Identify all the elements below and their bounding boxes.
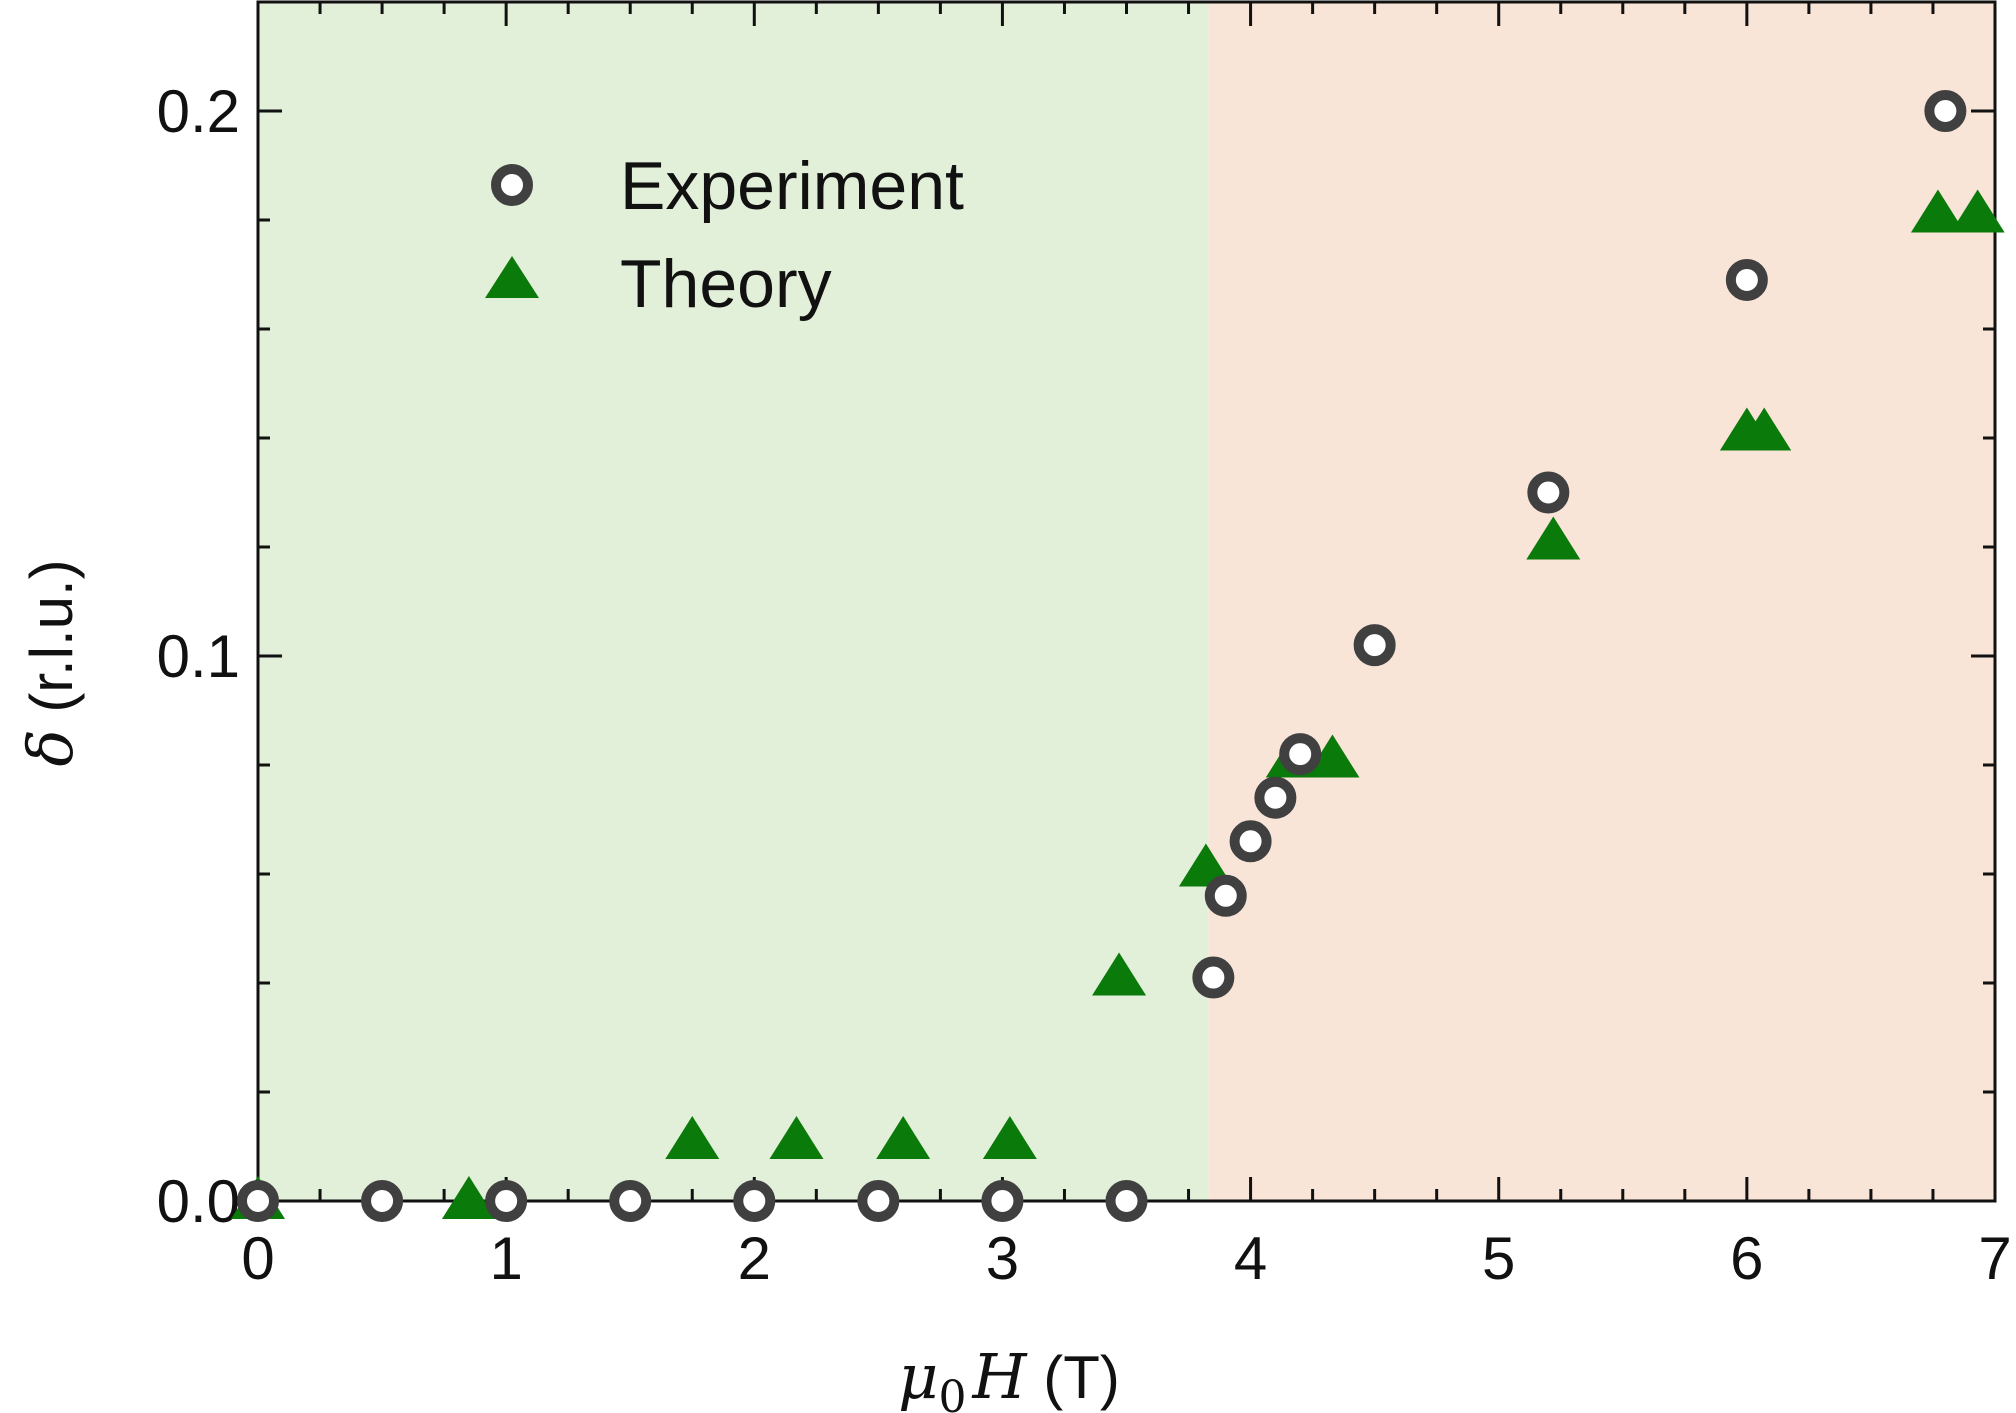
legend-theory-marker bbox=[485, 256, 539, 298]
experiment-point bbox=[1527, 471, 1570, 514]
x-axis-unit: (T) bbox=[1027, 1344, 1120, 1411]
theory-point bbox=[1526, 516, 1581, 560]
region-0 bbox=[258, 2, 1209, 1201]
theory-point bbox=[1092, 952, 1147, 996]
x-tick-label: 6 bbox=[1730, 1225, 1763, 1292]
experiment-point bbox=[1229, 820, 1272, 863]
y-tick-label: 0.1 bbox=[157, 623, 240, 690]
experiment-point bbox=[1254, 776, 1297, 819]
y-tick-label: 0.2 bbox=[157, 78, 240, 145]
theory-point bbox=[1737, 407, 1792, 451]
experiment-point bbox=[1725, 258, 1768, 301]
theory-point bbox=[1950, 189, 2005, 233]
y-axis-unit: (r.l.u.) bbox=[18, 559, 85, 729]
x-axis-symbol: μ bbox=[898, 1340, 938, 1413]
x-ticks: 0 1 2 3 4 5 6 7 bbox=[241, 2, 2012, 1292]
experiment-point bbox=[1353, 624, 1396, 667]
theory-point bbox=[982, 1116, 1037, 1160]
y-axis-label: δ (r.l.u.) bbox=[14, 559, 87, 766]
y-ticks: 0.0 0.1 0.2 bbox=[157, 0, 1995, 1235]
theory-point bbox=[1910, 189, 1965, 233]
experiment-point bbox=[981, 1180, 1024, 1222]
experiment-point bbox=[733, 1180, 776, 1222]
series-experiment bbox=[237, 90, 1967, 1222]
x-tick-label: 3 bbox=[986, 1225, 1019, 1292]
legend-theory-label: Theory bbox=[620, 246, 832, 322]
x-tick-label: 2 bbox=[738, 1225, 771, 1292]
experiment-point bbox=[1105, 1180, 1148, 1222]
experiment-point bbox=[1204, 874, 1247, 917]
legend-experiment-marker bbox=[491, 164, 533, 206]
x-tick-label: 7 bbox=[1978, 1225, 2011, 1292]
y-axis-symbol: δ bbox=[14, 729, 87, 766]
legend-experiment-label: Experiment bbox=[620, 148, 964, 224]
experiment-point bbox=[1924, 90, 1967, 132]
x-axis-variable: H bbox=[971, 1340, 1028, 1413]
experiment-point bbox=[1279, 733, 1322, 776]
legend: Experiment Theory bbox=[485, 148, 964, 322]
x-tick-label: 1 bbox=[489, 1225, 522, 1292]
x-tick-label: 4 bbox=[1234, 1225, 1267, 1292]
x-tick-label: 5 bbox=[1482, 1225, 1515, 1292]
experiment-point bbox=[237, 1180, 279, 1222]
y-tick-label: 0.0 bbox=[157, 1168, 240, 1235]
theory-point bbox=[665, 1116, 720, 1160]
x-tick-label: 0 bbox=[241, 1225, 274, 1292]
experiment-point bbox=[609, 1180, 652, 1222]
plot-regions bbox=[258, 2, 1995, 1201]
region-1 bbox=[1208, 2, 1995, 1201]
theory-point bbox=[769, 1116, 824, 1160]
experiment-point bbox=[361, 1180, 404, 1222]
theory-point bbox=[876, 1116, 931, 1160]
x-axis-subscript: 0 bbox=[938, 1372, 966, 1413]
theory-point bbox=[1305, 734, 1360, 778]
experiment-point bbox=[857, 1180, 900, 1222]
theory-point bbox=[441, 1176, 496, 1219]
x-axis-label: μ0H (T) bbox=[898, 1340, 1120, 1413]
experiment-point bbox=[1192, 956, 1235, 999]
experiment-point bbox=[485, 1180, 528, 1222]
